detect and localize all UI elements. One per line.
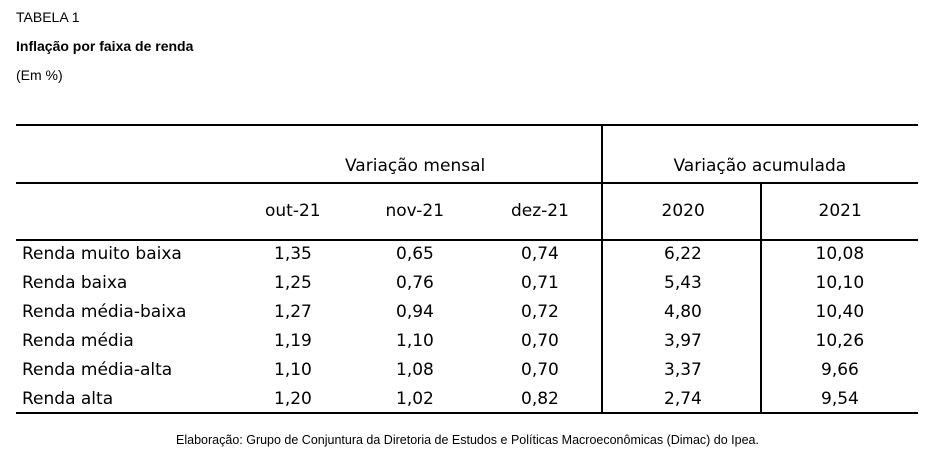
row-label: Renda média-baixa — [22, 302, 187, 322]
row-label: Renda alta — [22, 389, 114, 409]
cell-value: 0,74 — [521, 244, 559, 264]
cell-value: 10,08 — [815, 244, 865, 264]
cell-value: 0,76 — [396, 273, 434, 293]
cell-value: 2,74 — [664, 389, 702, 409]
cell-value: 1,19 — [274, 331, 312, 351]
table-unit: (Em %) — [16, 67, 63, 83]
cell-value: 0,70 — [521, 360, 559, 380]
cell-value: 3,37 — [664, 360, 702, 380]
rule-bottom — [16, 412, 918, 414]
column-header: 2021 — [818, 201, 862, 221]
group-header: Variação acumulada — [673, 156, 847, 176]
column-header: nov-21 — [385, 201, 445, 221]
cell-value: 0,94 — [396, 302, 434, 322]
column-header: 2020 — [661, 201, 705, 221]
cell-value: 1,20 — [274, 389, 312, 409]
cell-value: 1,10 — [396, 331, 434, 351]
cell-value: 0,70 — [521, 331, 559, 351]
footer-note: Elaboração: Grupo de Conjuntura da Diret… — [176, 433, 759, 447]
row-label: Renda baixa — [22, 273, 128, 293]
divider-groups — [601, 125, 603, 414]
cell-value: 1,02 — [396, 389, 434, 409]
cell-value: 5,43 — [664, 273, 702, 293]
table-title: Inflação por faixa de renda — [16, 38, 194, 54]
divider-years — [760, 183, 762, 414]
cell-value: 1,35 — [274, 244, 312, 264]
rule-header — [16, 239, 918, 241]
cell-value: 3,97 — [664, 331, 702, 351]
rule-group — [16, 182, 918, 184]
row-label: Renda média-alta — [22, 360, 173, 380]
row-label: Renda média — [22, 331, 134, 351]
cell-value: 1,10 — [274, 360, 312, 380]
cell-value: 0,71 — [521, 273, 559, 293]
cell-value: 1,08 — [396, 360, 434, 380]
cell-value: 6,22 — [664, 244, 702, 264]
cell-value: 0,72 — [521, 302, 559, 322]
cell-value: 1,27 — [274, 302, 312, 322]
rule-top — [16, 124, 918, 126]
cell-value: 0,65 — [396, 244, 434, 264]
cell-value: 9,66 — [821, 360, 859, 380]
cell-value: 10,40 — [815, 302, 865, 322]
column-header: out-21 — [265, 201, 321, 221]
group-header: Variação mensal — [345, 156, 486, 176]
cell-value: 4,80 — [664, 302, 702, 322]
column-header: dez-21 — [511, 201, 569, 221]
cell-value: 10,10 — [815, 273, 865, 293]
table-label: TABELA 1 — [16, 9, 80, 25]
cell-value: 10,26 — [815, 331, 865, 351]
row-label: Renda muito baixa — [22, 244, 182, 264]
cell-value: 0,82 — [521, 389, 559, 409]
cell-value: 1,25 — [274, 273, 312, 293]
cell-value: 9,54 — [821, 389, 859, 409]
